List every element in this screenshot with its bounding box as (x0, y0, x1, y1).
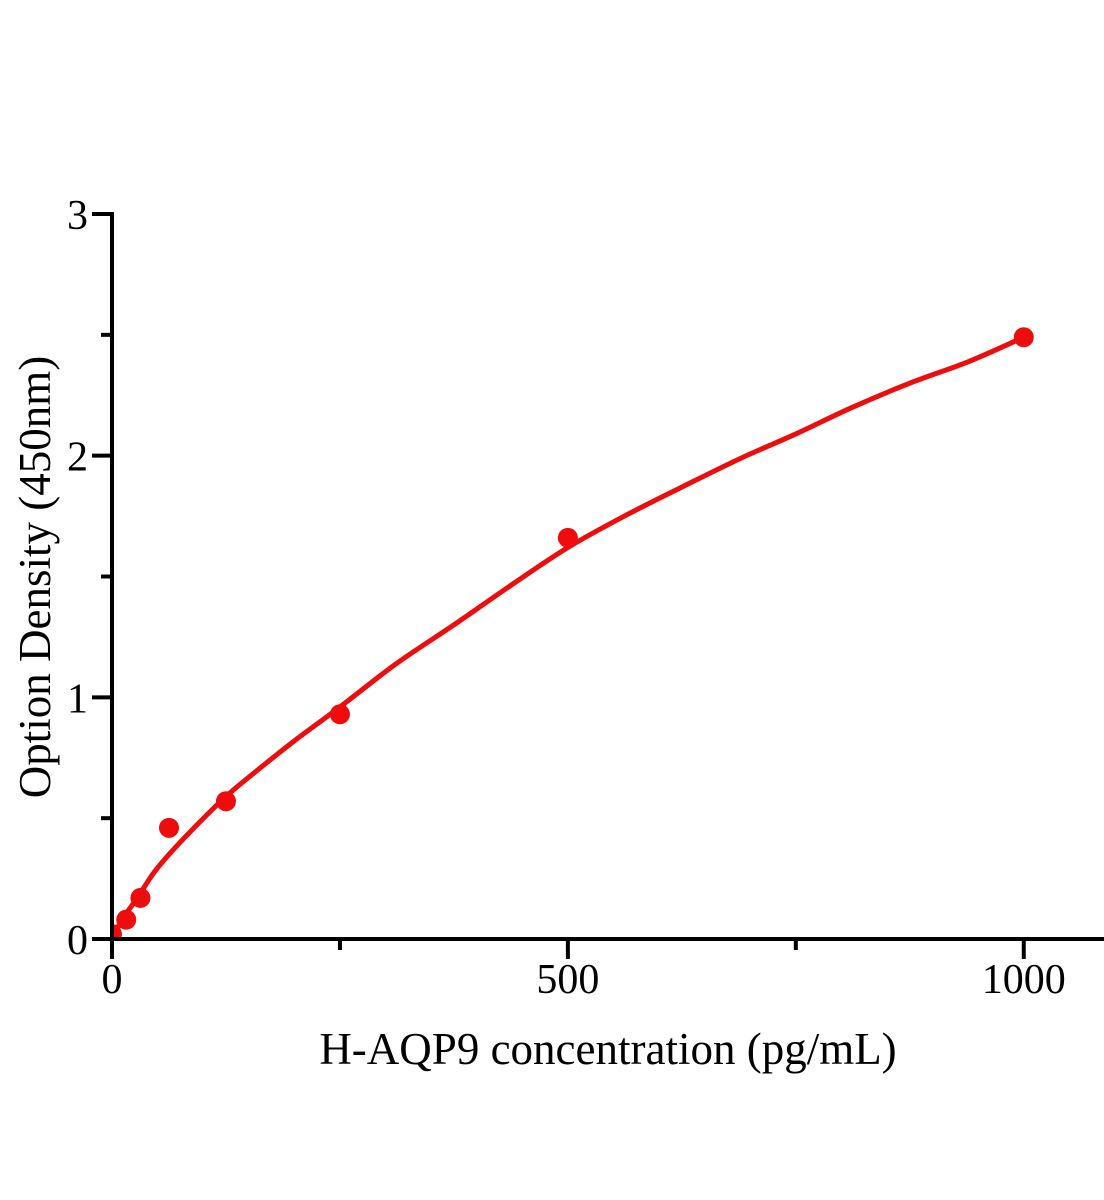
x-axis-title: H-AQP9 concentration (pg/mL) (319, 1024, 896, 1074)
data-point (112, 924, 122, 940)
data-point (215, 791, 236, 812)
data-point (557, 527, 578, 548)
y-tick-label: 0 (67, 918, 88, 964)
data-point (1013, 327, 1034, 348)
data-points (112, 327, 1034, 940)
y-tick-label: 3 (67, 193, 88, 239)
x-tick-label: 0 (102, 957, 123, 1003)
x-tick-labels: 0 500 1000 (102, 957, 1066, 1003)
fit-curve-line (112, 334, 1027, 940)
x-tick-label: 500 (536, 957, 599, 1003)
axes (92, 212, 1104, 959)
x-tick-label: 1000 (982, 957, 1066, 1003)
y-tick-label: 1 (67, 676, 88, 722)
data-point (130, 887, 151, 908)
data-point (116, 909, 137, 930)
y-tick-label: 2 (67, 435, 88, 481)
data-point (329, 704, 350, 725)
data-point (158, 817, 179, 838)
plot-content (112, 327, 1034, 940)
y-axis-title: Option Density (450nm) (10, 356, 60, 798)
y-tick-labels: 0 1 2 3 (67, 193, 88, 964)
